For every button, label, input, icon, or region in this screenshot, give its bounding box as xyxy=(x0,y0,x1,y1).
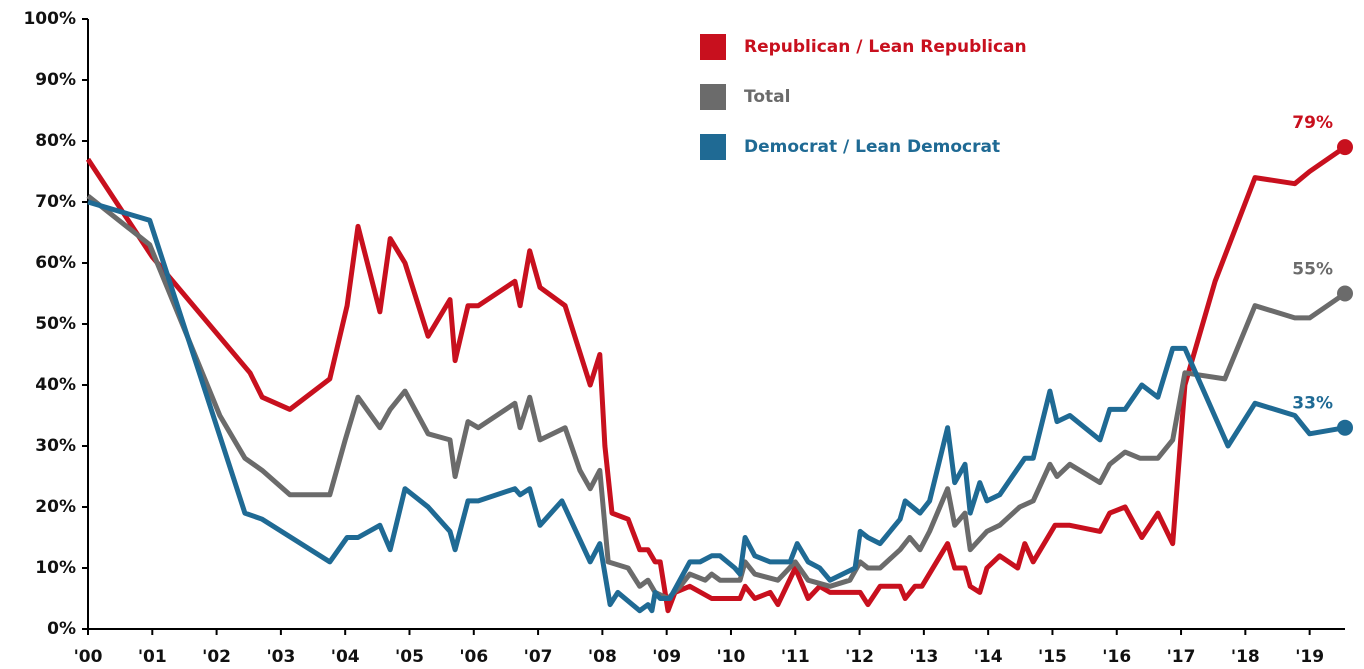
x-tick-label: '05 xyxy=(395,647,424,667)
y-tick-label: 50% xyxy=(35,314,76,334)
x-tick-label: '01 xyxy=(138,647,167,667)
y-tick-label: 20% xyxy=(35,497,76,517)
x-tick-label: '18 xyxy=(1231,647,1260,667)
x-tick-label: '07 xyxy=(524,647,553,667)
end-label: 79% xyxy=(1292,113,1333,133)
legend-swatch xyxy=(700,134,726,160)
y-tick-label: 90% xyxy=(35,70,76,90)
y-tick-label: 40% xyxy=(35,375,76,395)
x-tick-label: '17 xyxy=(1167,647,1196,667)
legend-label: Republican / Lean Republican xyxy=(744,37,1027,57)
series-line xyxy=(85,145,1347,614)
x-tick-label: '14 xyxy=(974,647,1003,667)
end-point xyxy=(1337,139,1353,156)
x-tick-label: '19 xyxy=(1295,647,1324,667)
series-line xyxy=(87,199,1346,614)
end-label: 33% xyxy=(1292,394,1333,414)
end-point xyxy=(1337,285,1353,302)
x-tick-label: '09 xyxy=(652,647,681,667)
legend-label: Total xyxy=(744,87,790,107)
y-tick-label: 70% xyxy=(35,192,76,212)
x-tick-label: '11 xyxy=(781,647,810,667)
x-tick-label: '10 xyxy=(717,647,746,667)
x-tick-label: '12 xyxy=(845,647,874,667)
x-tick-label: '04 xyxy=(331,647,360,667)
y-tick-label: 30% xyxy=(35,436,76,456)
y-tick-label: 80% xyxy=(35,131,76,151)
x-tick-label: '08 xyxy=(588,647,617,667)
legend-label: Democrat / Lean Democrat xyxy=(744,137,1000,157)
x-tick-label: '02 xyxy=(202,647,231,667)
y-tick-label: 60% xyxy=(35,253,76,273)
x-tick-label: '03 xyxy=(266,647,295,667)
x-tick-label: '13 xyxy=(909,647,938,667)
end-label: 55% xyxy=(1292,260,1333,280)
legend-swatch xyxy=(700,34,726,60)
legend-swatch xyxy=(700,84,726,110)
x-tick-label: '00 xyxy=(74,647,103,667)
y-tick-label: 0% xyxy=(47,619,76,639)
x-tick-label: '06 xyxy=(459,647,488,667)
end-point xyxy=(1337,419,1353,436)
x-tick-label: '15 xyxy=(1038,647,1067,667)
y-tick-label: 10% xyxy=(35,558,76,578)
x-tick-label: '16 xyxy=(1102,647,1131,667)
y-tick-label: 100% xyxy=(23,9,76,29)
